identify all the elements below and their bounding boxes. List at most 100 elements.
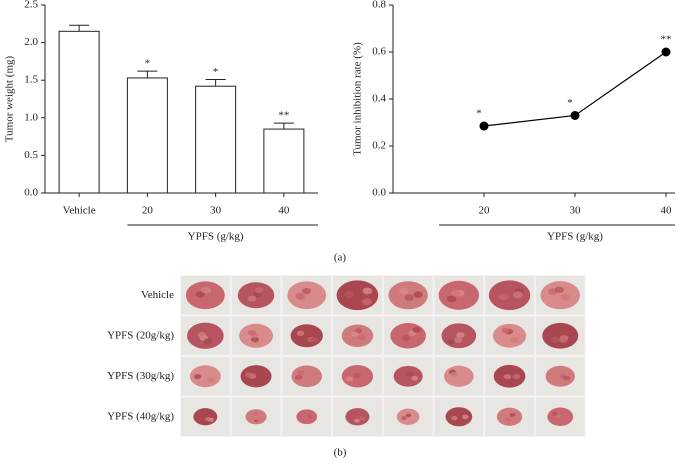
tumor-texture [562,375,570,381]
tumor-texture [501,327,510,334]
y-tick-label: 2.0 [24,36,38,48]
y-tick-label: 0.2 [372,140,386,152]
panel-label: (b) [334,447,347,459]
row-label: YPFS (40g/kg) [107,410,174,422]
tumor-texture [297,370,305,376]
photo-cell [332,396,383,437]
tumor-texture [558,337,568,344]
photo-cell [332,356,383,397]
tumor-texture [362,287,373,295]
tumor-texture [348,413,355,418]
tumor-texture [554,286,564,294]
tumor-texture [301,287,312,295]
x-tick-label: 40 [278,205,290,217]
tumor-photo [336,280,379,311]
tumor-texture [462,414,469,420]
tumor-texture [247,329,256,336]
tumor-photo [245,409,267,425]
significance-mark: ** [661,34,672,46]
tumor-texture [194,369,202,375]
y-tick-label: 0.0 [24,187,38,199]
bar [263,128,305,194]
tumor-texture [550,377,558,383]
tumor-texture [406,371,414,377]
tumor-texture [551,411,558,417]
row-label: Vehicle [141,289,174,301]
tumor-texture [446,295,457,303]
tumor-photo [290,324,323,348]
tumor-texture [354,418,360,423]
y-axis-label: Tumor inhibition rate (%) [352,42,364,156]
y-tick-label: 0.4 [372,93,386,105]
y-tick-label: 0.5 [24,149,38,161]
x-axis-label: YPFS (g/kg) [547,231,603,243]
x-tick-label: 20 [479,205,491,217]
tumor-texture [405,413,412,418]
tumor-texture [498,293,509,301]
tumor-photo [345,408,370,426]
tumor-photo [488,280,531,311]
tumor-texture [295,292,305,300]
photo-grid [180,275,586,437]
y-tick-label: 1.5 [24,74,38,86]
y-axis-label: Tumor weight (mg) [4,55,16,142]
significance-mark: ** [278,110,289,122]
tumor-texture [296,330,305,336]
tumor-texture [193,374,202,380]
tumor-photo [287,281,327,310]
tumor-texture [344,291,355,298]
tumor-photo [542,322,579,349]
tumor-texture [252,369,260,375]
tumor-texture [359,416,366,421]
significance-mark: * [476,108,482,120]
tumor-texture [205,417,211,422]
tumor-texture [207,377,215,383]
tumor-photo [393,365,423,387]
tumor-texture [413,291,423,298]
photo-cell [382,356,434,397]
y-tick-label: 0.6 [372,46,386,58]
tumor-texture [255,417,261,421]
tumor-photo [445,407,473,427]
tumor-texture [550,336,560,343]
tumor-texture [451,415,458,421]
tumor-photo [444,365,474,387]
tumor-texture [512,373,521,380]
tumor-texture [453,337,463,343]
tumor-texture [411,375,419,381]
tumor-texture [401,416,407,420]
row-label: YPFS (30g/kg) [107,370,174,382]
tumor-texture [560,293,571,301]
point [661,47,671,57]
tumor-texture [195,291,205,298]
tumor-texture [450,289,461,297]
tumor-texture [310,337,319,344]
significance-mark: * [567,97,573,109]
x-tick-label: 30 [210,205,222,217]
bar [126,77,168,194]
tumor-texture [303,416,309,421]
tumor-texture [201,414,208,419]
tumor-texture [247,295,257,302]
tumor-texture [505,417,512,422]
tumor-texture [398,287,409,295]
tumor-texture [512,291,523,299]
significance-mark: * [213,66,219,78]
x-tick-label: Vehicle [63,205,96,217]
tumor-texture [200,286,211,294]
y-tick-label: 0.0 [372,187,386,199]
tumor-texture [307,415,313,419]
point [570,110,580,120]
y-tick-label: 2.5 [24,0,38,11]
tumor-texture [254,287,264,294]
x-tick-label: 40 [661,205,673,217]
tumor-texture [245,372,253,378]
tumor-texture [197,331,207,339]
tumor-texture [252,412,258,416]
tumor-texture [562,415,569,420]
y-tick-label: 0.8 [372,0,386,11]
point [479,121,489,131]
tumor-texture [450,371,458,377]
